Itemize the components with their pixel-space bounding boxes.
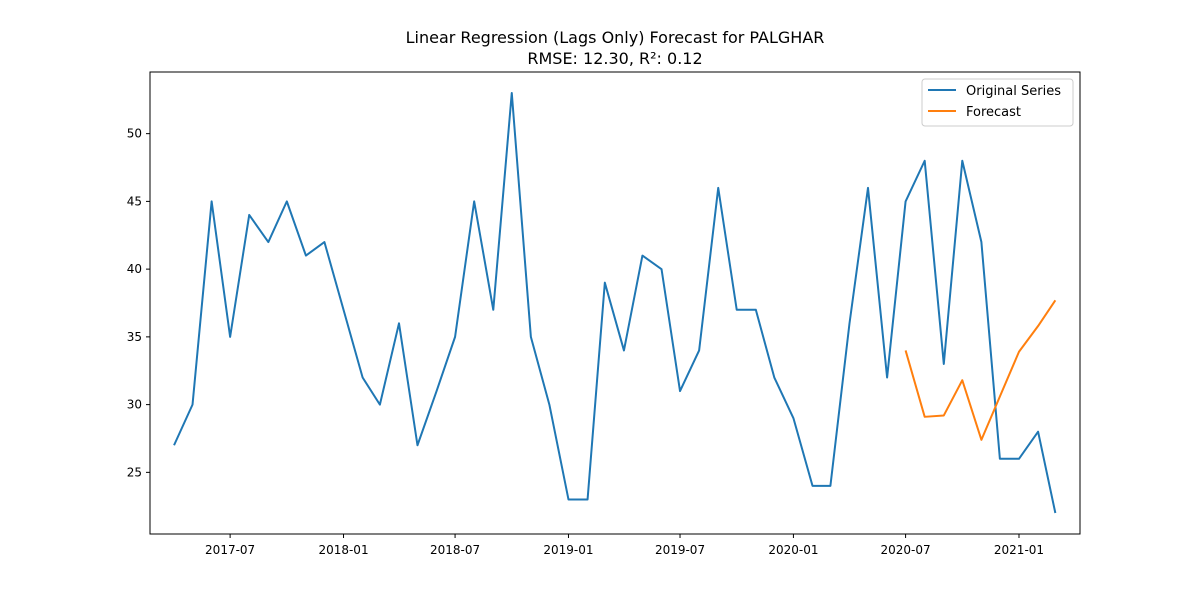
x-tick-label: 2019-07 [655, 543, 705, 557]
x-tick-label: 2018-07 [430, 543, 480, 557]
series-line-forecast [904, 299, 1057, 441]
chart-title: Linear Regression (Lags Only) Forecast f… [406, 28, 825, 47]
legend-box [921, 78, 1074, 127]
y-tick-label: 30 [127, 398, 142, 412]
y-tick-label: 25 [127, 465, 142, 479]
legend: Original Series Forecast [921, 78, 1074, 127]
x-tick-label: 2018-01 [318, 543, 368, 557]
y-tick-label: 50 [127, 127, 142, 141]
plot-area-frame [149, 71, 1081, 535]
y-tick-label: 40 [127, 262, 142, 276]
y-tick-label: 35 [127, 330, 142, 344]
chart-subtitle: RMSE: 12.30, R²: 0.12 [527, 49, 702, 68]
series-line-original-series [173, 92, 1057, 514]
y-axis: 25 30 35 40 45 50 [127, 127, 150, 479]
legend-label-original-series: Original Series [966, 84, 1061, 99]
x-tick-label: 2017-07 [205, 543, 255, 557]
x-tick-label: 2020-01 [768, 543, 818, 557]
legend-label-forecast: Forecast [966, 105, 1021, 120]
x-tick-label: 2020-07 [881, 543, 931, 557]
y-tick-label: 45 [127, 194, 142, 208]
x-tick-label: 2019-01 [543, 543, 593, 557]
series-layer [173, 92, 1057, 514]
x-tick-label: 2021-01 [994, 543, 1044, 557]
x-axis: 2017-07 2018-01 2018-07 2019-01 2019-07 2020-… [205, 534, 1044, 557]
